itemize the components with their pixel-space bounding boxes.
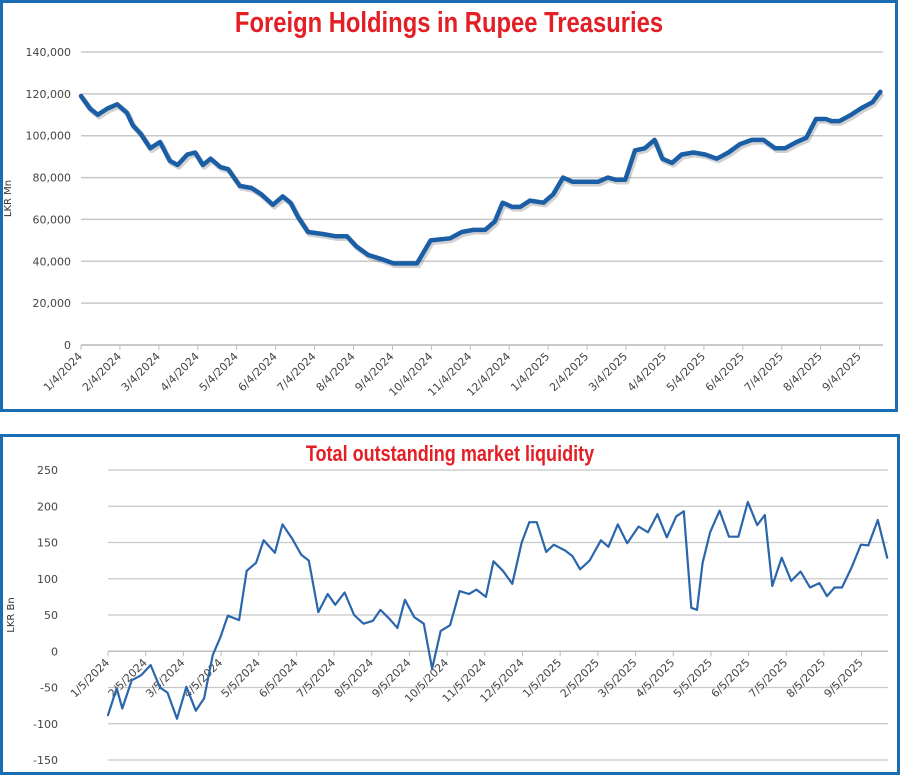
x-tick-label: 5/4/2025 bbox=[664, 350, 708, 394]
x-tick-label: 8/4/2024 bbox=[314, 350, 358, 394]
y-tick-label: -50 bbox=[40, 682, 58, 695]
x-tick-label: 3/5/2024 bbox=[143, 656, 187, 700]
y-tick-label: 20,000 bbox=[33, 297, 72, 310]
chart-title: Total outstanding market liquidity bbox=[305, 441, 595, 466]
y-axis-label: LKR Bn bbox=[6, 597, 17, 632]
x-tick-label: 6/5/2024 bbox=[256, 656, 300, 700]
x-tick-label: 1/4/2024 bbox=[41, 350, 85, 394]
x-tick-label: 6/4/2025 bbox=[703, 350, 747, 394]
x-tick-label: 9/4/2025 bbox=[820, 350, 864, 394]
x-tick-label: 3/5/2025 bbox=[596, 656, 640, 700]
series-line bbox=[78, 89, 883, 266]
foreign-holdings-chart: 0 20,000 40,000 60,000 80,000 100,000 120,000 1… bbox=[3, 46, 884, 399]
x-tick-label: 4/4/2025 bbox=[625, 350, 669, 394]
y-tick-label: 100,000 bbox=[26, 130, 72, 143]
x-tick-label: 7/5/2024 bbox=[294, 656, 338, 700]
x-tick-label: 5/4/2024 bbox=[197, 350, 241, 394]
x-tick-label: 4/4/2024 bbox=[158, 350, 202, 394]
y-tick-label: 100 bbox=[37, 573, 58, 586]
x-tick-label: 3/4/2025 bbox=[586, 350, 630, 394]
y-tick-label: 0 bbox=[64, 339, 71, 352]
x-tick-label: 2/4/2024 bbox=[80, 350, 124, 394]
x-tick-label: 5/5/2025 bbox=[671, 656, 715, 700]
x-tick-label: 8/4/2025 bbox=[781, 350, 825, 394]
market-liquidity-chart-panel: Total outstanding market liquidity bbox=[0, 434, 900, 775]
y-axis-label: LKR Mn bbox=[3, 180, 14, 217]
y-tick-label: 140,000 bbox=[26, 46, 72, 59]
x-tick-label: 7/5/2025 bbox=[746, 656, 790, 700]
y-tick-label: 200 bbox=[37, 500, 58, 513]
x-tick-label: 1/5/2025 bbox=[520, 656, 564, 700]
chart-title: Foreign Holdings in Rupee Treasuries bbox=[234, 7, 664, 39]
x-tick-label: 7/4/2025 bbox=[742, 350, 786, 394]
y-tick-label: 0 bbox=[51, 645, 58, 658]
y-tick-label: 40,000 bbox=[33, 255, 72, 268]
x-tick-label: 1/4/2025 bbox=[508, 350, 552, 394]
x-tick-label: 3/4/2024 bbox=[119, 350, 163, 394]
x-tick-label: 5/5/2024 bbox=[219, 656, 263, 700]
x-tick-label: 6/4/2024 bbox=[236, 350, 280, 394]
x-tick-label: 8/5/2024 bbox=[332, 656, 376, 700]
y-tick-label: 50 bbox=[44, 609, 58, 622]
market-liquidity-chart: -150 -100 -50 0 50 100 150 200 250 1/5/2024 2/5/20… bbox=[6, 464, 889, 767]
y-tick-label: 150 bbox=[37, 537, 58, 550]
x-tick-label: 4/5/2025 bbox=[633, 656, 677, 700]
y-tick-label: -100 bbox=[33, 718, 58, 731]
series-line bbox=[106, 500, 889, 720]
y-tick-label: 250 bbox=[37, 464, 58, 477]
y-tick-label: 60,000 bbox=[33, 213, 72, 226]
series-shadow bbox=[80, 92, 884, 269]
x-tick-label: 1/5/2024 bbox=[68, 656, 112, 700]
x-tick-label: 8/5/2025 bbox=[784, 656, 828, 700]
y-tick-label: -150 bbox=[33, 754, 58, 767]
y-tick-label: 80,000 bbox=[33, 172, 72, 185]
foreign-holdings-chart-panel: Foreign Holdings in Rupee Treasuries bbox=[0, 0, 898, 412]
x-tick-label: 6/5/2025 bbox=[709, 656, 753, 700]
y-tick-label: 120,000 bbox=[26, 88, 72, 101]
x-tick-label: 2/5/2025 bbox=[558, 656, 602, 700]
x-tick-label: 7/4/2024 bbox=[275, 350, 319, 394]
x-tick-label: 2/4/2025 bbox=[547, 350, 591, 394]
x-tick-label: 9/5/2025 bbox=[822, 656, 866, 700]
x-tick-label: 4/5/2024 bbox=[181, 656, 225, 700]
